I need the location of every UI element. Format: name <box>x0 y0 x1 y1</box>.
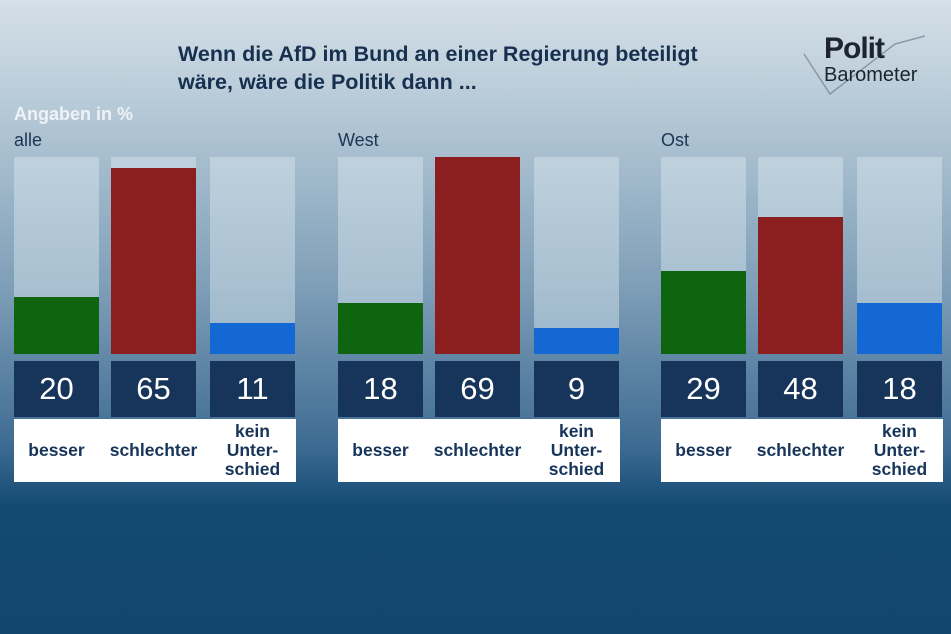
category-label: schlechter <box>430 419 525 482</box>
category-label-line: schied <box>871 459 928 479</box>
title-line-2: wäre, wäre die Politik dann ... <box>178 70 477 94</box>
bar-besser <box>661 271 746 354</box>
value-label: 48 <box>758 361 843 417</box>
bar-track <box>435 157 520 354</box>
category-label-line: kein <box>558 421 594 441</box>
category-label-line: Unter- <box>226 440 279 460</box>
panel-title: West <box>338 130 379 150</box>
category-label-line: schlechter <box>109 440 198 460</box>
value-label: 29 <box>661 361 746 417</box>
logo-barometer: Barometer <box>824 64 918 86</box>
label-box: besser schlechter kein Unter-schied <box>338 419 620 482</box>
panel-alle: alle 20 65 11 besser schlechter kein Unter-schi… <box>14 130 296 482</box>
bar-besser <box>338 302 423 354</box>
value-label: 20 <box>14 361 99 417</box>
bar-track <box>534 157 619 354</box>
value-label: 18 <box>857 361 942 417</box>
panel-title: Ost <box>661 130 690 150</box>
category-label-line: schlechter <box>756 440 845 460</box>
category-label-line: kein <box>234 421 270 441</box>
title-line-1: Wenn die AfD im Bund an einer Regierung … <box>178 42 698 66</box>
category-label-line: besser <box>352 440 409 460</box>
bar-kein <box>210 322 295 354</box>
value-label: 18 <box>338 361 423 417</box>
bar-track <box>338 157 423 354</box>
category-label-line: Unter- <box>550 440 603 460</box>
bar-track <box>661 157 746 354</box>
panel-title: alle <box>14 130 43 150</box>
category-label: schlechter <box>753 419 848 482</box>
category-label-line: schied <box>224 459 281 479</box>
bar-schlechter <box>758 216 843 354</box>
chart-title: Wenn die AfD im Bund an einer Regierung … <box>178 40 698 96</box>
category-label: schlechter <box>106 419 201 482</box>
bar-track <box>857 157 942 354</box>
checkmark-icon <box>803 35 926 96</box>
bar-track <box>14 157 99 354</box>
bar-track <box>210 157 295 354</box>
value-label: 65 <box>111 361 196 417</box>
category-label-line: besser <box>28 440 85 460</box>
bar-kein <box>534 328 619 354</box>
category-label: kein Unter-schied <box>529 419 624 482</box>
category-label: besser <box>656 419 751 482</box>
category-label: besser <box>9 419 104 482</box>
bar-track <box>758 157 843 354</box>
bar-besser <box>14 296 99 354</box>
value-label: 11 <box>210 361 295 417</box>
bar-schlechter <box>111 168 196 354</box>
category-label: besser <box>333 419 428 482</box>
politbarometer-logo: Polit Barometer <box>800 32 935 98</box>
category-label-line: besser <box>675 440 732 460</box>
value-label: 69 <box>435 361 520 417</box>
logo-polit: Polit <box>824 32 885 65</box>
category-label: kein Unter-schied <box>205 419 300 482</box>
label-box: besser schlechter kein Unter-schied <box>14 419 296 482</box>
value-label: 9 <box>534 361 619 417</box>
category-label-line: schlechter <box>433 440 522 460</box>
category-label-line: kein <box>881 421 917 441</box>
bar-track <box>111 157 196 354</box>
panel-ost: Ost 29 48 18 besser schlechter kein Unter-schie… <box>661 130 943 482</box>
bar-schlechter <box>435 157 520 354</box>
label-box: besser schlechter kein Unter-schied <box>661 419 943 482</box>
unit-label: Angaben in % <box>14 104 134 124</box>
category-label-line: schied <box>548 459 605 479</box>
category-label-line: Unter- <box>873 440 926 460</box>
bar-kein <box>857 302 942 354</box>
panel-west: West 18 69 9 besser schlechter kein Unter-schie… <box>338 130 620 482</box>
category-label: kein Unter-schied <box>852 419 947 482</box>
